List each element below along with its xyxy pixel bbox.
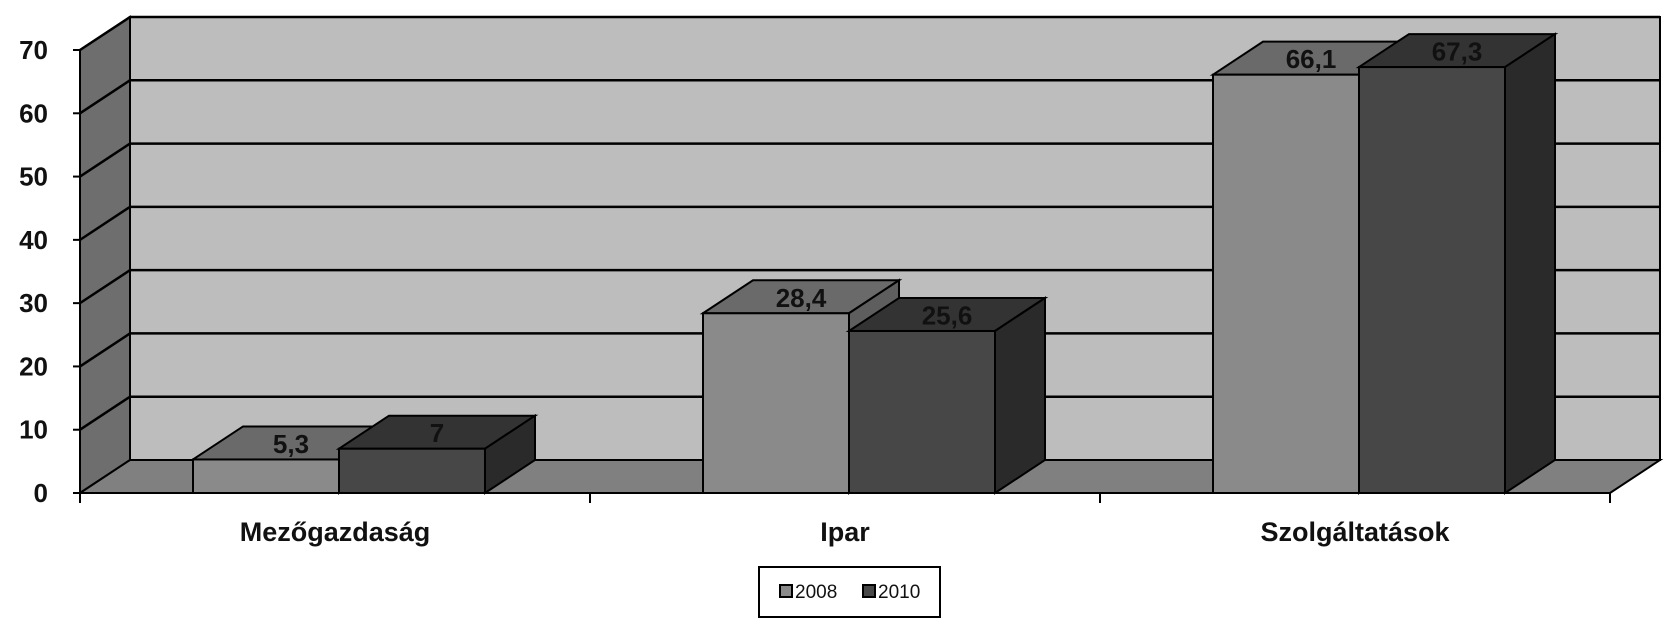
bar-2010 bbox=[335, 413, 539, 495]
category-label: Ipar bbox=[820, 517, 870, 547]
bars bbox=[189, 32, 1559, 495]
y-tick-label: 60 bbox=[19, 98, 48, 128]
bar-front bbox=[848, 329, 996, 495]
y-tick-label: 20 bbox=[19, 351, 48, 381]
y-tick-labels: 0 10 20 30 40 50 60 70 bbox=[19, 35, 48, 508]
bar-front bbox=[192, 458, 340, 494]
gridline bbox=[79, 142, 1660, 178]
bar-front bbox=[702, 312, 850, 495]
category-label: Mezőgazdaság bbox=[240, 517, 431, 547]
gridline bbox=[79, 79, 1660, 115]
bar-2010 bbox=[845, 296, 1049, 495]
legend: 2008 2010 bbox=[758, 566, 941, 618]
gridline bbox=[79, 15, 1660, 52]
y-tick-label: 30 bbox=[19, 288, 48, 318]
y-tick-label: 70 bbox=[19, 35, 48, 65]
gridline bbox=[79, 205, 1660, 241]
data-labels: 5,3 7 28,4 25,6 66,1 67,3 bbox=[273, 37, 1482, 459]
bar-side bbox=[994, 296, 1046, 495]
bar-front bbox=[338, 447, 486, 495]
data-label-2010: 67,3 bbox=[1432, 37, 1483, 67]
data-label-2008: 66,1 bbox=[1286, 44, 1337, 74]
legend-swatch-2010 bbox=[862, 584, 876, 598]
bar-2010 bbox=[1355, 32, 1559, 495]
y-tick-label: 10 bbox=[19, 415, 48, 445]
data-label-2010: 25,6 bbox=[922, 300, 973, 330]
data-label-2010: 7 bbox=[430, 418, 444, 448]
side-wall bbox=[79, 15, 131, 495]
y-tick-label: 50 bbox=[19, 162, 48, 192]
data-label-2008: 5,3 bbox=[273, 429, 309, 459]
gridline bbox=[79, 268, 1660, 305]
legend-label-2008: 2008 bbox=[795, 582, 837, 603]
gridline bbox=[79, 332, 1660, 368]
category-labels: Mezőgazdaság Ipar Szolgáltatások bbox=[240, 517, 1451, 547]
gridline bbox=[79, 395, 1660, 431]
y-tick-label: 40 bbox=[19, 225, 48, 255]
data-label-2008: 28,4 bbox=[776, 283, 827, 313]
y-tick-label: 0 bbox=[34, 478, 48, 508]
bar-front bbox=[1212, 73, 1360, 494]
bar-front bbox=[1358, 66, 1506, 495]
category-label: Szolgáltatások bbox=[1260, 517, 1450, 547]
bar-side bbox=[1504, 32, 1556, 495]
legend-swatch-2008 bbox=[779, 584, 793, 598]
legend-label-2010: 2010 bbox=[878, 582, 920, 603]
gridlines bbox=[79, 15, 1660, 431]
